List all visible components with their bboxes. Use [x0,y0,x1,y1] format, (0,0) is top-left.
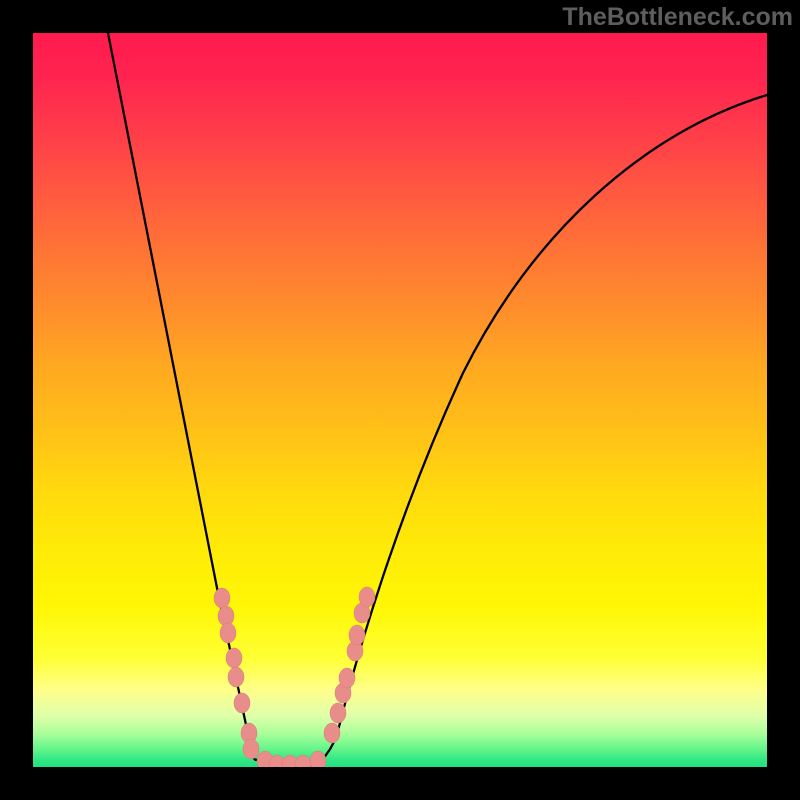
data-marker [218,606,234,626]
chart-container: TheBottleneck.com [0,0,800,800]
data-marker [214,588,230,608]
data-marker [228,667,244,687]
data-marker [220,623,236,643]
bottleneck-curve-right [315,95,767,767]
curve-layer [33,33,767,767]
bottleneck-curve-left [108,33,271,767]
marker-group [214,587,375,767]
data-marker [310,751,326,767]
data-marker [330,703,346,723]
data-marker [339,668,355,688]
data-marker [226,648,242,668]
data-marker [234,693,250,713]
plot-area [33,33,767,767]
data-marker [349,625,365,645]
data-marker [295,755,311,767]
data-marker [324,723,340,743]
data-marker [359,587,375,607]
watermark-text: TheBottleneck.com [562,3,793,32]
data-marker [243,739,259,759]
